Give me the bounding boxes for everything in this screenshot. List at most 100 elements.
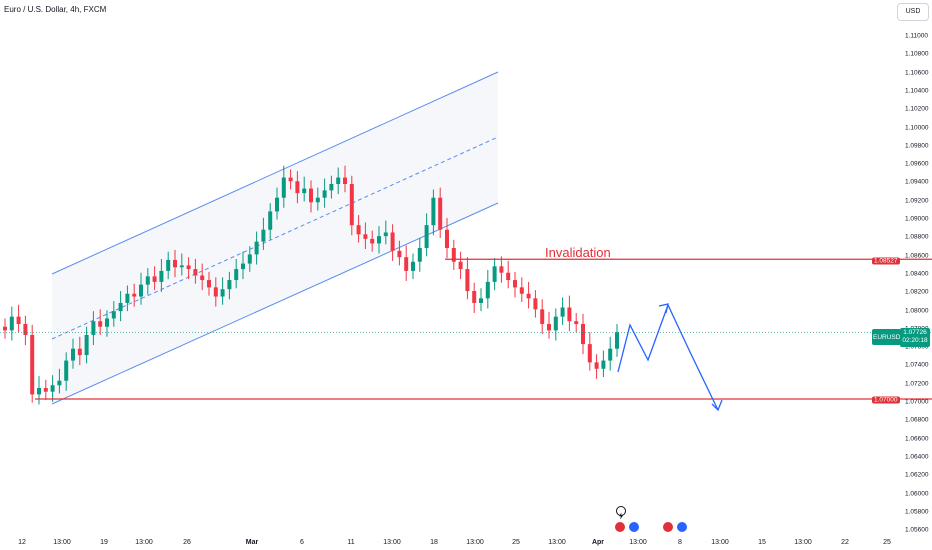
candle-body (383, 232, 388, 237)
candle-body (302, 188, 307, 194)
eu-flag-icon[interactable] (628, 521, 640, 533)
candle-body (581, 323, 585, 345)
us-flag-icon-2[interactable] (662, 521, 674, 533)
x-tick-label: 25 (512, 539, 520, 546)
y-tick-label: 1.08800 (905, 233, 929, 241)
y-tick-label: 1.09000 (905, 215, 929, 223)
current-price: 1.07726 (903, 329, 927, 336)
y-tick-label: 1.08000 (905, 307, 929, 314)
currency-button[interactable]: USD (897, 3, 929, 21)
y-tick-label: 1.10800 (905, 50, 929, 58)
candle-body (587, 344, 592, 363)
candle-body (71, 348, 75, 361)
y-tick-label: 1.07400 (905, 361, 929, 369)
current-price-box: 1.07726 02:20:18 (900, 328, 930, 347)
candle-body (499, 266, 504, 273)
candle-body (411, 261, 415, 271)
candle-body (186, 265, 191, 270)
x-tick-label: 25 (883, 539, 891, 546)
candle-body (451, 248, 456, 262)
y-tick-label: 1.10000 (905, 124, 929, 131)
y-tick-label: 1.09600 (905, 160, 929, 168)
candle-body (91, 321, 96, 335)
candle-body (601, 360, 606, 369)
invalidation-label: Invalidation (545, 245, 611, 260)
y-tick-label: 1.10400 (905, 87, 929, 95)
x-tick-label: 13:00 (53, 539, 71, 546)
candle-body (193, 269, 198, 276)
y-tick-label: 1.09200 (905, 197, 929, 205)
channel-upper-line (51, 71, 499, 275)
y-tick-label: 1.07600 (905, 343, 929, 351)
candle-body (397, 250, 402, 258)
candle-body (485, 281, 490, 299)
candle-body (118, 302, 123, 312)
candle-body (9, 316, 14, 331)
projection-path (617, 303, 719, 411)
eu-flag-icon-2[interactable] (676, 521, 688, 533)
x-tick-label: 26 (183, 539, 191, 546)
candle-body (465, 269, 470, 292)
y-tick-label: 1.08600 (905, 252, 929, 260)
candle-body (540, 309, 545, 324)
candle-body (16, 316, 21, 324)
candle-body (329, 183, 334, 191)
y-tick-label: 1.05800 (905, 508, 929, 516)
candle-body (275, 197, 279, 212)
candle-body (23, 323, 28, 335)
candle-body (390, 232, 395, 251)
x-tick-label: 12 (18, 539, 26, 546)
candle-body (213, 287, 218, 297)
candle-body (458, 261, 463, 270)
x-tick-label: 13:00 (711, 539, 729, 546)
x-tick-label: 13:00 (794, 539, 812, 546)
candle-body (152, 276, 157, 282)
y-tick-label: 1.07200 (905, 380, 929, 388)
candle-body (533, 298, 538, 310)
candle-body (179, 265, 184, 268)
candle-body (288, 177, 293, 182)
candle-body (261, 229, 266, 242)
y-tick-label: 1.10200 (905, 105, 929, 113)
candle-body (268, 211, 273, 230)
candle-body (3, 326, 7, 331)
candle-body (166, 259, 171, 271)
candle-body (281, 177, 286, 198)
y-tick-label: 1.11000 (905, 32, 929, 40)
x-tick-label: 13:00 (466, 539, 484, 546)
candle-body (132, 293, 137, 297)
candle-body (159, 270, 164, 282)
projection-arrow-head-1 (658, 303, 669, 314)
symbol-title: Euro / U.S. Dollar, 4h, FXCM (4, 5, 107, 14)
y-tick-label: 1.06200 (905, 471, 929, 479)
us-flag-icon[interactable] (614, 521, 626, 533)
x-tick-label: 22 (841, 539, 849, 546)
y-tick-label: 1.06800 (905, 416, 929, 424)
candle-body (370, 238, 375, 244)
x-tick-label: 19 (100, 539, 108, 546)
lightning-icon[interactable] (616, 506, 626, 520)
candle-body (50, 385, 55, 392)
candle-body (145, 276, 150, 285)
y-tick-label: 1.10600 (905, 69, 929, 77)
x-tick-label: Mar (245, 539, 259, 546)
x-tick-label: 18 (430, 539, 438, 546)
candle-body (309, 188, 313, 203)
x-tick-label: 13:00 (629, 539, 647, 546)
channel-fill (52, 72, 498, 404)
target-price-badge: 1.07000 (872, 396, 900, 404)
candle-body (295, 181, 300, 194)
candle-body (615, 332, 619, 349)
candle-body (424, 225, 429, 249)
channel-lower-line (51, 202, 499, 405)
candle-body (377, 236, 381, 244)
candle-body (417, 248, 422, 262)
candle-body (513, 280, 517, 288)
x-tick-label: 8 (678, 539, 682, 546)
x-tick-label: 6 (300, 539, 304, 546)
candle-body (438, 197, 443, 230)
candle-body (315, 197, 320, 203)
y-tick-label: 1.07000 (905, 398, 929, 406)
bar-countdown: 02:20:18 (902, 337, 928, 344)
